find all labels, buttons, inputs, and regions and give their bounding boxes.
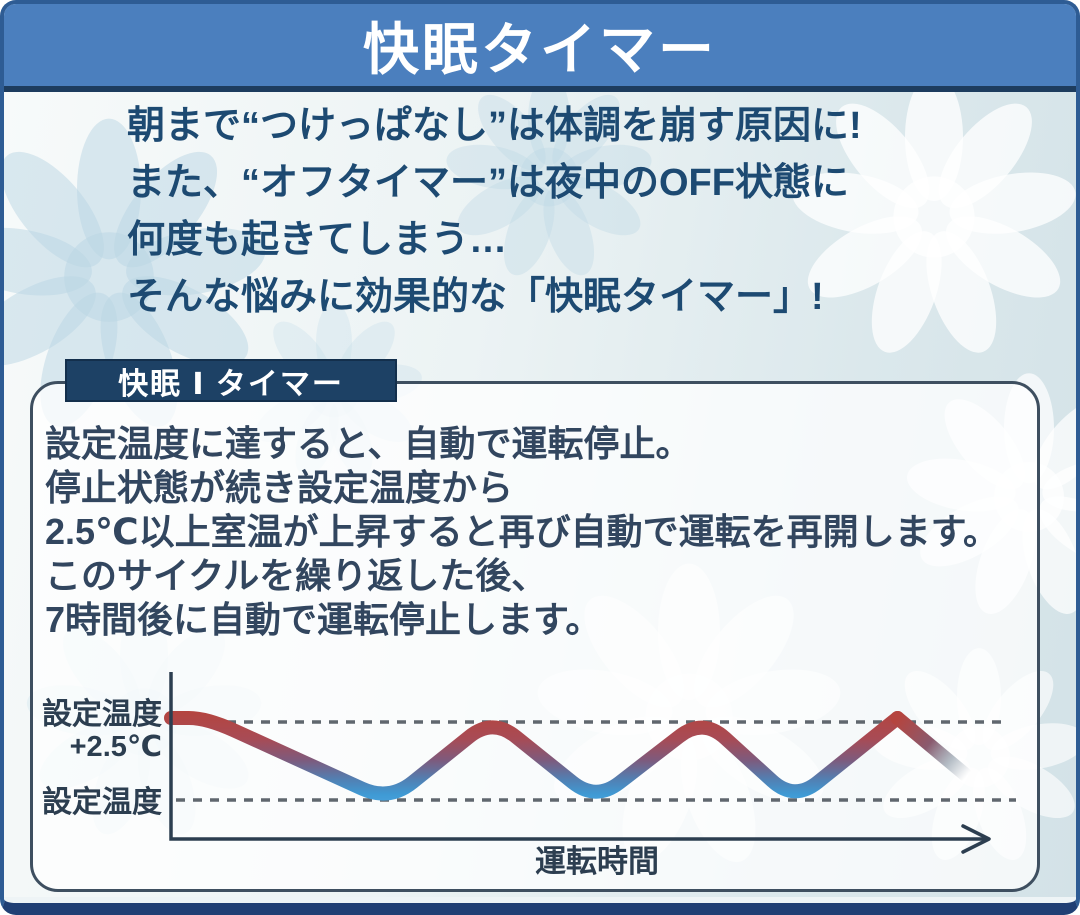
page-title: 快眠タイマー [363,17,717,81]
intro-line: そんな悩みに効果的な「快眠タイマー」! [127,276,824,318]
header-bar: 快眠タイマー [4,4,1076,92]
description-line: 設定温度に達すると、自動で運転停止。 [45,423,692,464]
description-line: 7時間後に自動で運転停止します。 [45,599,602,640]
description-line: このサイクルを繰り返した後、 [45,555,548,596]
feature-description: 設定温度に達すると、自動で運転停止。 停止状態が続き設定温度から 2.5℃以上室… [45,422,1025,642]
intro-text: 朝まで“つけっぱなし”は体調を崩す原因に! また、“オフタイマー”は夜中のOFF… [127,98,1007,326]
intro-line: 何度も起きてしまう… [127,219,508,261]
content-area: 朝まで“つけっぱなし”は体調を崩す原因に! また、“オフタイマー”は夜中のOFF… [4,92,1076,897]
description-line: 停止状態が続き設定温度から [45,467,514,508]
intro-line: 朝まで“つけっぱなし”は体調を崩す原因に! [127,105,862,147]
description-line: 2.5℃以上室温が上昇すると再び自動で運転を再開します。 [45,511,1000,552]
feature-box-label: 快眠 Ⅰ タイマー [65,359,397,402]
intro-line: また、“オフタイマー”は夜中のOFF状態に [127,162,849,204]
